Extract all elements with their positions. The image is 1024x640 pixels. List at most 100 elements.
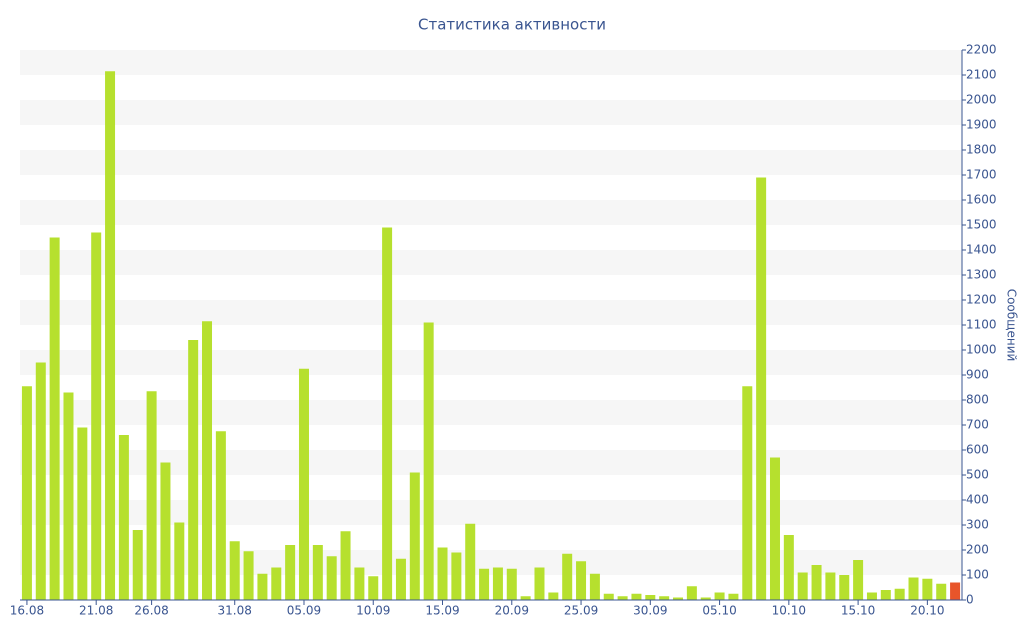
bar (853, 560, 864, 600)
bar (354, 567, 365, 600)
bar (936, 583, 947, 600)
bar (548, 592, 559, 600)
x-tick-label: 15.10 (841, 604, 875, 618)
bar (146, 391, 157, 600)
bar (617, 596, 628, 600)
bar (174, 522, 185, 600)
x-tick-label: 15.09 (425, 604, 459, 618)
bar (243, 551, 254, 600)
x-tick-label: 05.09 (287, 604, 321, 618)
y-tick-label: 1300 (966, 268, 997, 282)
grid-band (20, 250, 962, 275)
y-tick-label: 900 (966, 368, 989, 382)
x-tick-label: 30.09 (633, 604, 667, 618)
y-tick-label: 1100 (966, 318, 997, 332)
x-tick-label: 10.10 (772, 604, 806, 618)
bar (769, 457, 780, 600)
bar (382, 227, 393, 600)
bar (451, 552, 462, 600)
bar (465, 523, 476, 600)
y-tick-label: 700 (966, 418, 989, 432)
grid-band (20, 500, 962, 525)
bar (506, 568, 517, 600)
bar (202, 321, 213, 600)
y-tick-label: 500 (966, 468, 989, 482)
y-tick-label: 2000 (966, 93, 997, 107)
y-tick-label: 200 (966, 543, 989, 557)
x-tick-label: 10.09 (356, 604, 390, 618)
bar (631, 593, 642, 600)
grid-band (20, 200, 962, 225)
bar (728, 593, 739, 600)
bar (894, 588, 905, 600)
bar (603, 593, 614, 600)
bar (77, 427, 88, 600)
x-tick-label: 20.10 (910, 604, 944, 618)
bar (714, 592, 725, 600)
y-tick-label: 1200 (966, 293, 997, 307)
bar (783, 535, 794, 600)
x-tick-label: 26.08 (134, 604, 168, 618)
grid-band (20, 50, 962, 75)
bar (118, 435, 129, 600)
y-tick-label: 100 (966, 568, 989, 582)
bar (839, 575, 850, 600)
bar (91, 232, 102, 600)
grid-band (20, 100, 962, 125)
chart-title: Статистика активности (418, 16, 606, 34)
grid-band (20, 150, 962, 175)
grid-band (20, 450, 962, 475)
bar (479, 568, 490, 600)
bar (576, 561, 587, 600)
x-tick-label: 20.09 (495, 604, 529, 618)
grid-band (20, 400, 962, 425)
x-tick-label: 21.08 (79, 604, 113, 618)
y-tick-label: 400 (966, 493, 989, 507)
bar (257, 573, 268, 600)
y-tick-label: 0 (966, 593, 974, 607)
y-tick-label: 1400 (966, 243, 997, 257)
bar (215, 431, 226, 600)
bar (866, 592, 877, 600)
bar (368, 576, 379, 600)
bar (797, 572, 808, 600)
bar (686, 586, 697, 600)
y-tick-label: 1700 (966, 168, 997, 182)
bar (825, 572, 836, 600)
bar (534, 567, 545, 600)
bar (950, 582, 961, 600)
bar (285, 545, 296, 600)
y-tick-label: 1900 (966, 118, 997, 132)
bar (562, 553, 573, 600)
bar (811, 565, 822, 600)
bar (63, 392, 74, 600)
bar (922, 578, 933, 600)
y-tick-label: 1800 (966, 143, 997, 157)
bar (188, 340, 199, 600)
bar (589, 573, 600, 600)
x-tick-label: 05.10 (702, 604, 736, 618)
bar (49, 237, 60, 600)
y-tick-label: 300 (966, 518, 989, 532)
bar (409, 472, 420, 600)
bar (160, 462, 171, 600)
bar (340, 531, 351, 600)
bar (298, 368, 309, 600)
grid-band (20, 300, 962, 325)
bar (105, 71, 116, 600)
bar (645, 595, 656, 600)
bar (742, 386, 753, 600)
y-tick-label: 1500 (966, 218, 997, 232)
grid-band (20, 350, 962, 375)
bar (312, 545, 323, 600)
bar (423, 322, 434, 600)
bar (880, 590, 891, 600)
bar (659, 596, 670, 600)
y-tick-label: 600 (966, 443, 989, 457)
y-tick-label: 1000 (966, 343, 997, 357)
bar (326, 556, 337, 600)
bar (21, 386, 32, 600)
bar (492, 567, 503, 600)
bar (700, 597, 711, 600)
